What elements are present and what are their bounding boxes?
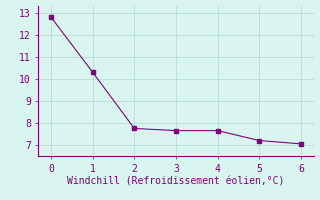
X-axis label: Windchill (Refroidissement éolien,°C): Windchill (Refroidissement éolien,°C) — [67, 176, 285, 186]
